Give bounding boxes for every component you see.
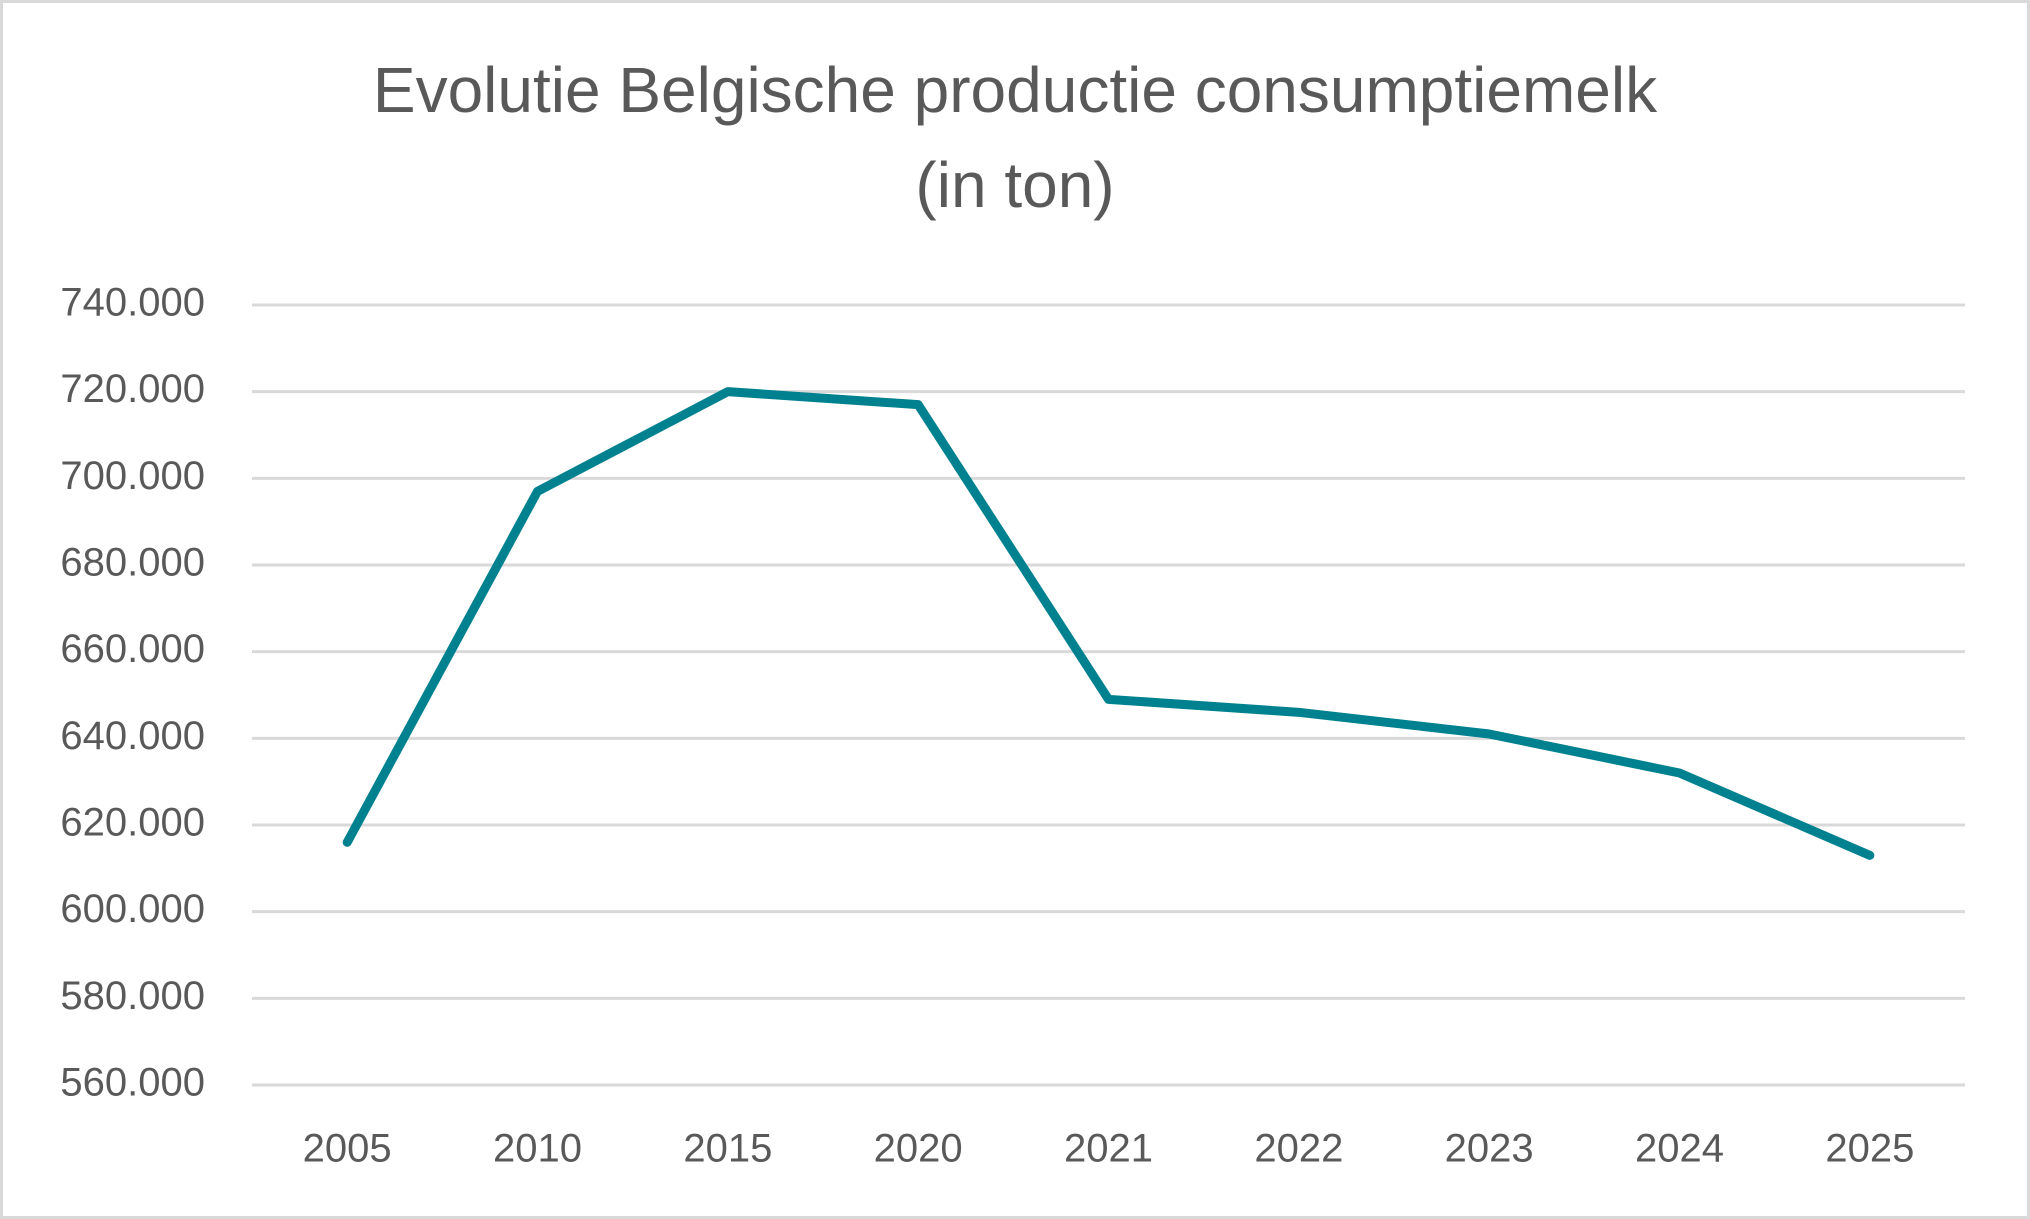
y-tick-label: 620.000	[60, 801, 205, 845]
x-tick-label: 2010	[493, 1127, 582, 1171]
y-tick-label: 700.000	[60, 454, 205, 498]
y-tick-label: 560.000	[60, 1061, 205, 1105]
x-tick-label: 2015	[683, 1127, 772, 1171]
x-tick-label: 2021	[1064, 1127, 1153, 1171]
y-tick-label: 680.000	[60, 541, 205, 585]
chart-title: (in ton)	[915, 149, 1114, 221]
data-line	[342, 387, 1875, 860]
y-tick-label: 740.000	[60, 281, 205, 325]
x-tick-label: 2023	[1445, 1127, 1534, 1171]
x-tick-label: 2025	[1825, 1127, 1914, 1171]
y-tick-label: 720.000	[60, 367, 205, 411]
x-tick-label: 2020	[874, 1127, 963, 1171]
chart-title: Evolutie Belgische productie consumptiem…	[373, 54, 1658, 126]
y-tick-label: 660.000	[60, 627, 205, 671]
y-tick-label: 640.000	[60, 714, 205, 758]
x-tick-label: 2005	[303, 1127, 392, 1171]
y-tick-label: 600.000	[60, 887, 205, 931]
y-tick-label: 580.000	[60, 974, 205, 1018]
x-tick-label: 2022	[1254, 1127, 1343, 1171]
x-tick-label: 2024	[1635, 1127, 1724, 1171]
